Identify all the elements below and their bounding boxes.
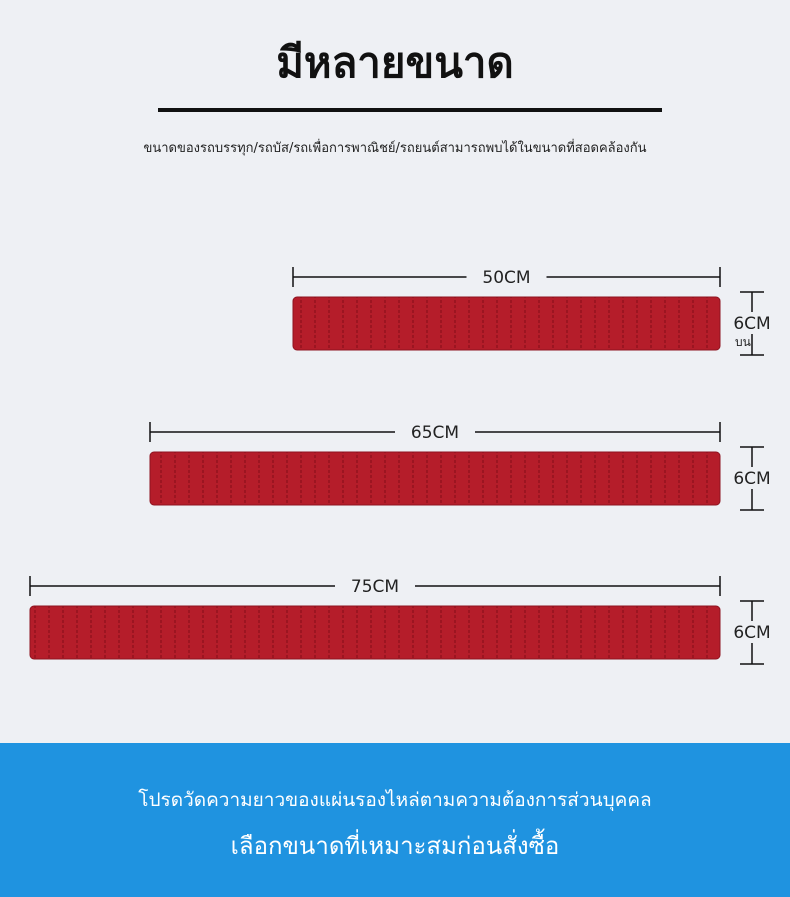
- title-rule: [158, 108, 662, 112]
- shoulder-pad: [29, 605, 721, 660]
- subtitle: ขนาดของรถบรรทุก/รถบัส/รถเพื่อการพาณิชย์/…: [143, 141, 647, 156]
- note: บน: [735, 335, 751, 349]
- footer-text: เลือกขนาดที่เหมาะสมก่อนสั่งซื้อ: [230, 832, 560, 860]
- width-label: 6CM: [733, 314, 770, 334]
- shoulder-pad: [292, 296, 721, 351]
- length-label: 75CM: [351, 577, 399, 597]
- length-label: 50CM: [482, 268, 530, 288]
- title: มีหลายขนาด: [276, 38, 514, 87]
- width-label: 6CM: [733, 469, 770, 489]
- footer-band: [0, 743, 790, 897]
- footer-text: โปรดวัดความยาวของแผ่นรองไหล่ตามความต้องก…: [138, 789, 652, 811]
- label-bg: [728, 467, 776, 489]
- label-bg: [728, 621, 776, 643]
- shoulder-pad: [149, 451, 721, 506]
- label-bg: [728, 312, 776, 334]
- length-label: 65CM: [411, 423, 459, 443]
- width-label: 6CM: [733, 623, 770, 643]
